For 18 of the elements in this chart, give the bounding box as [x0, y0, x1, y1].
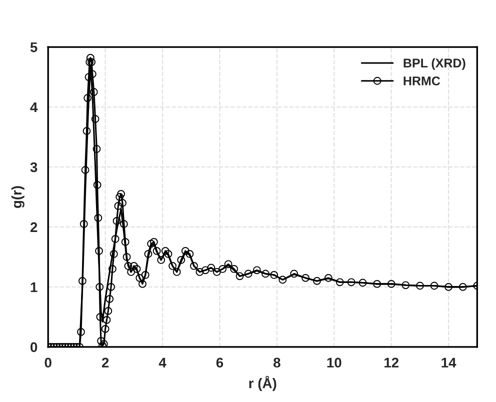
x-tick-label: 8	[274, 358, 280, 368]
y-tick-label: 5	[30, 42, 38, 52]
y-tick-label: 2	[30, 222, 38, 232]
x-tick-label: 12	[384, 358, 399, 368]
x-tick-label: 14	[442, 358, 456, 368]
y-tick-label: 1	[30, 282, 38, 292]
y-tick-label: 4	[30, 102, 38, 112]
x-tick-label: 0	[44, 358, 52, 368]
x-tick-label: 2	[102, 358, 109, 368]
legend-label: BPL (XRD)	[404, 58, 466, 70]
y-tick-label: 0	[30, 342, 38, 352]
x-tick-label: 10	[327, 358, 342, 368]
legend-label: HRMC	[404, 76, 440, 86]
x-tick-label: 4	[158, 358, 166, 368]
x-axis-title: r (Å)	[249, 376, 276, 391]
y-axis-title: g(r)	[11, 186, 24, 208]
x-tick-label: 6	[216, 358, 224, 368]
y-tick-label: 3	[30, 162, 38, 172]
